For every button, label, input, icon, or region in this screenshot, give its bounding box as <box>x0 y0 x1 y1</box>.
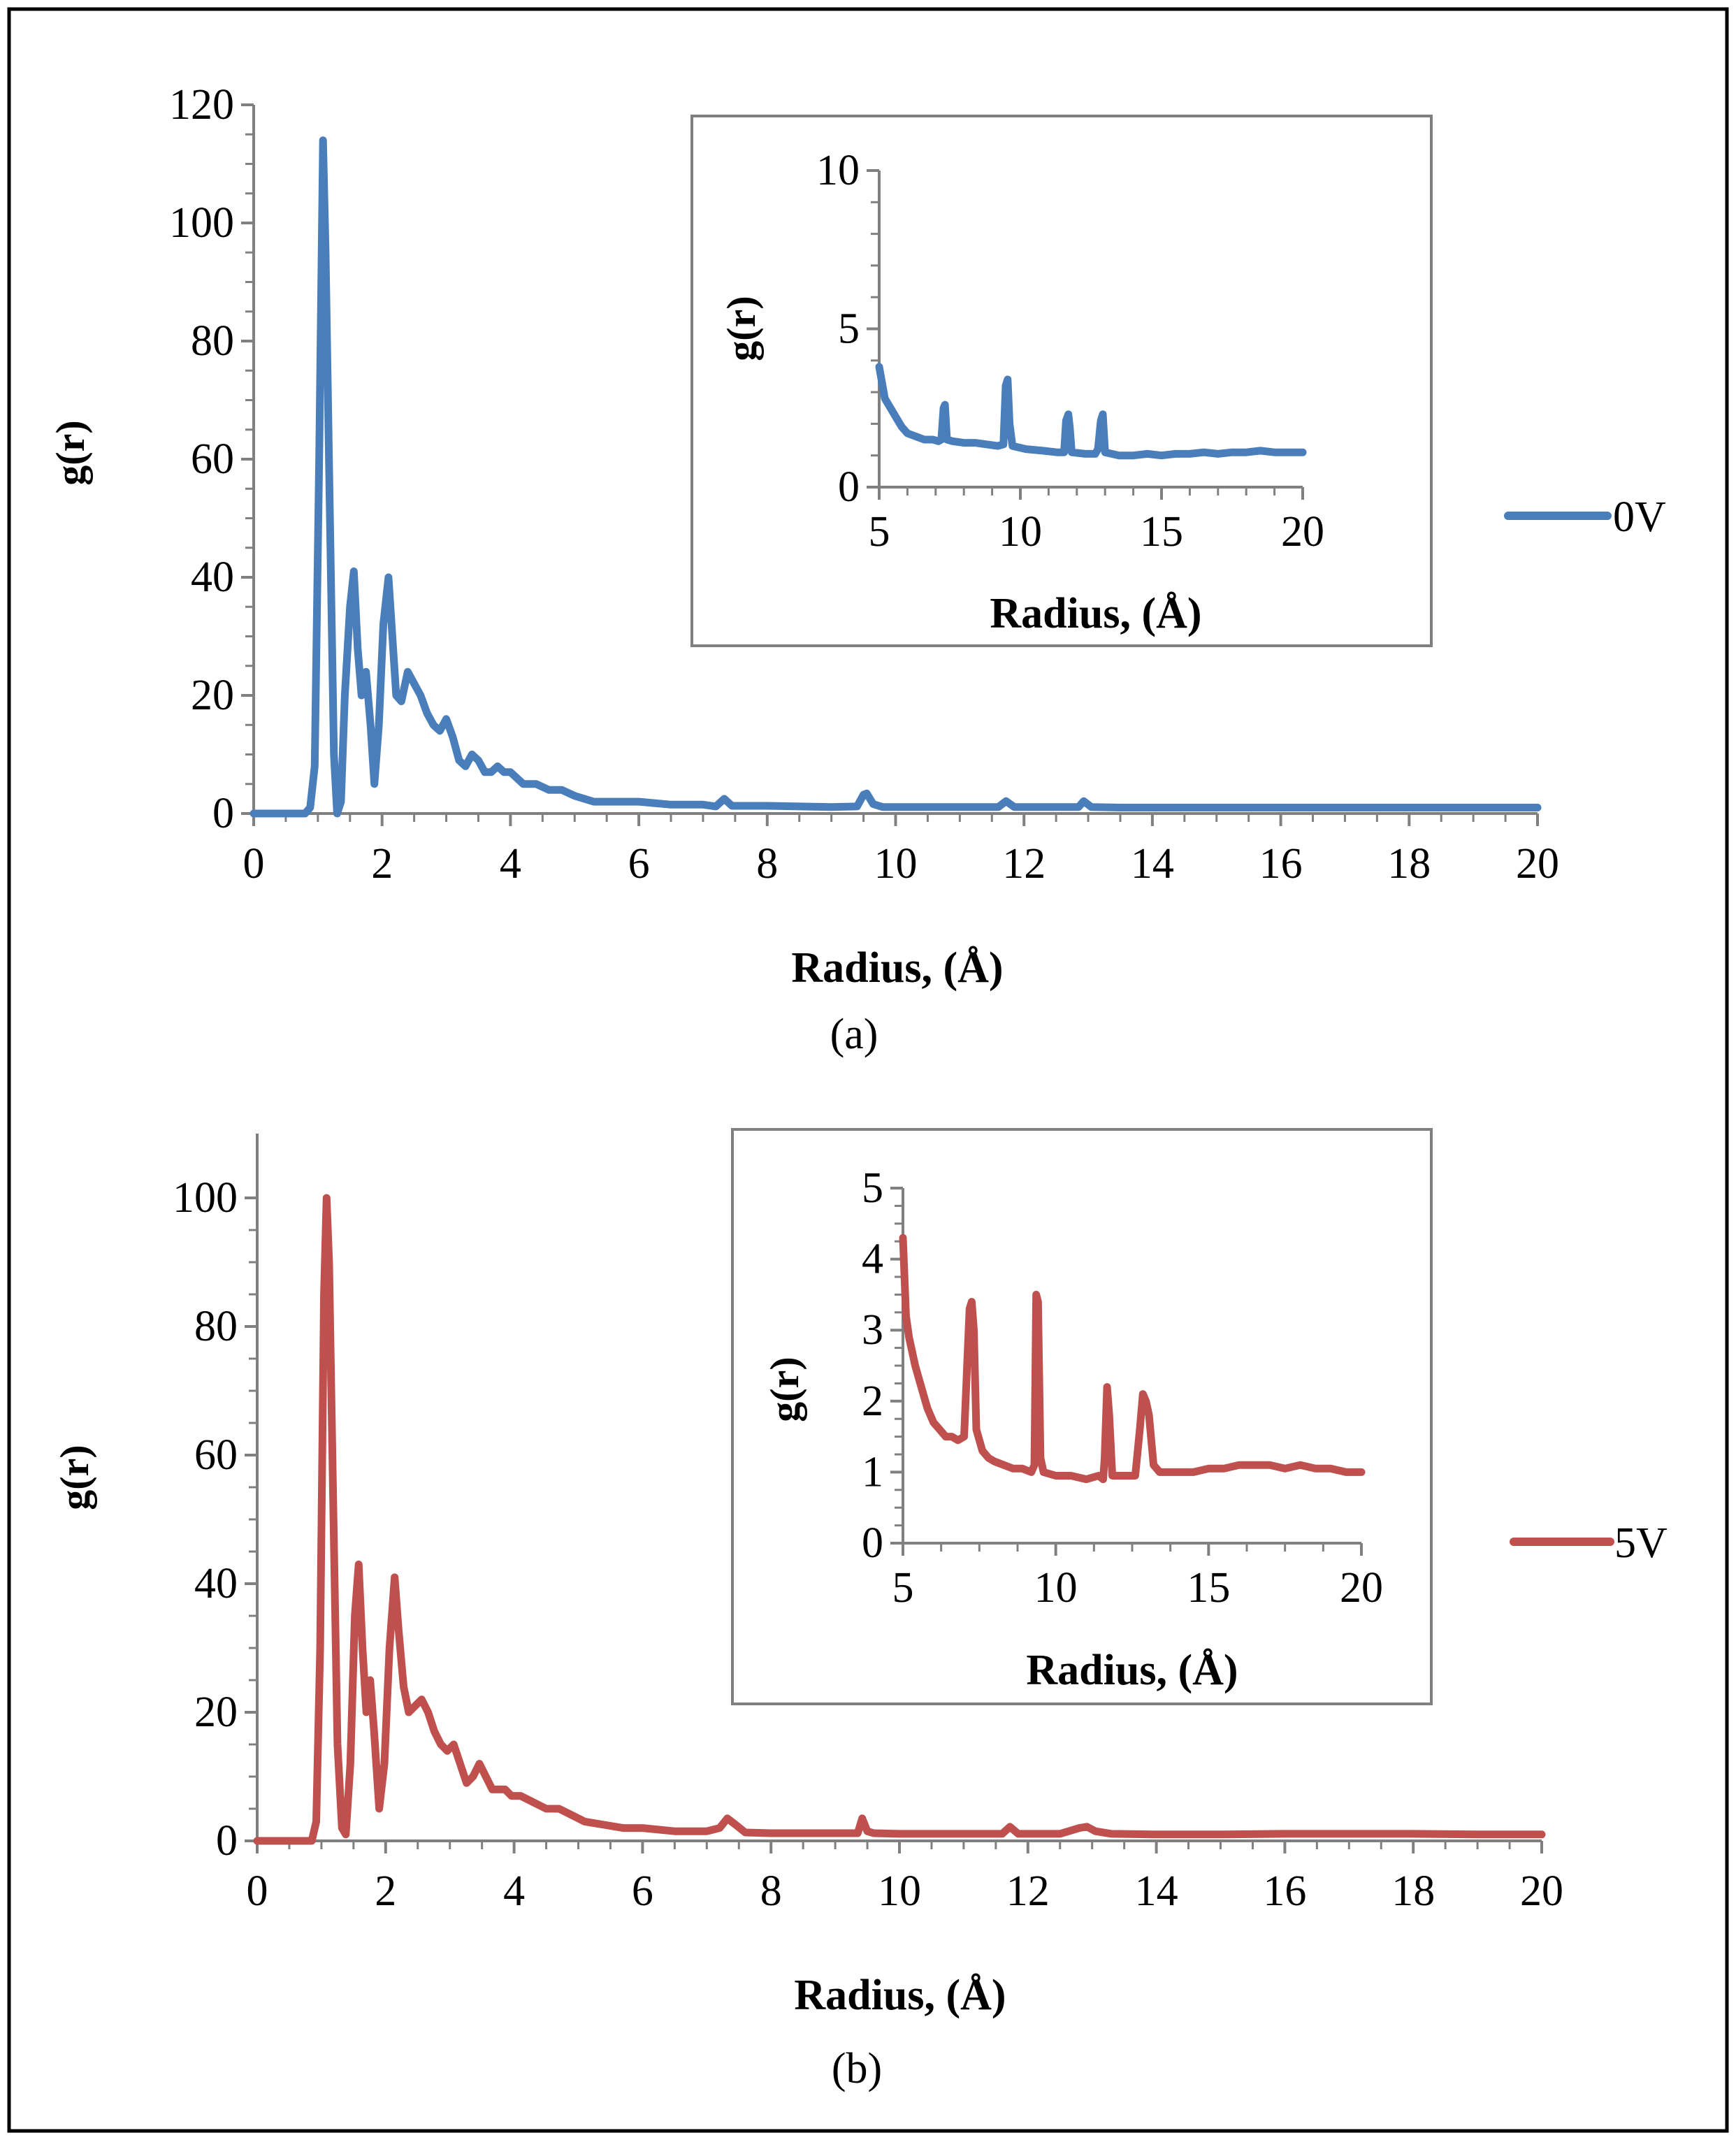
panel-b-inset-y-tick-label: 5 <box>862 1164 883 1212</box>
panel-a-x-tick-label: 10 <box>874 840 918 888</box>
panel-b-inset-x-tick-label: 5 <box>892 1564 914 1612</box>
panel-a-x-tick-label: 12 <box>1002 840 1046 888</box>
legend-label-0V: 0V <box>1613 493 1666 541</box>
panel-b-y-tick-label: 20 <box>194 1689 238 1736</box>
panel-b-x-tick-label: 18 <box>1391 1867 1435 1915</box>
panel-b-inset-x-tick-label: 10 <box>1034 1564 1078 1612</box>
panel-b-x-tick-label: 8 <box>760 1867 782 1915</box>
panel-a-x-tick-label: 18 <box>1387 840 1431 888</box>
panel-a-inset-x-tick-label: 15 <box>1140 508 1183 556</box>
panel-a-x-tick-label: 16 <box>1259 840 1303 888</box>
panel-a-y-tick-label: 40 <box>191 554 234 601</box>
panel-a-x-tick-label: 20 <box>1516 840 1559 888</box>
panel-b-inset-x-tick-label: 15 <box>1187 1564 1230 1612</box>
panel-a-y-tick-label: 20 <box>191 672 234 719</box>
panel-b-inset-series-line <box>899 1234 1366 1484</box>
panel-a-inset-series-line <box>875 363 1307 460</box>
panel-b-inset-y-tick-label: 0 <box>862 1519 883 1567</box>
panel-a-inset-x-axis-label: Radius, (Å) <box>990 590 1201 637</box>
panel-a-inset-x-tick-label: 10 <box>999 508 1042 556</box>
panel-a-y-tick-label: 120 <box>169 81 234 129</box>
panel-b-y-tick-label: 0 <box>216 1817 238 1865</box>
panel-a-x-tick-label: 0 <box>243 840 265 888</box>
panel-b-y-tick-label: 80 <box>194 1303 238 1350</box>
panel-a-legend: 0V <box>1504 493 1666 541</box>
panel-b-inset-x-tick-label: 20 <box>1340 1564 1383 1612</box>
panel-b-x-tick-label: 6 <box>632 1867 653 1915</box>
panel-b-inset-y-tick-label: 1 <box>862 1448 883 1496</box>
panel-b-x-tick-label: 0 <box>247 1867 268 1915</box>
panel-b-x-tick-label: 16 <box>1263 1867 1306 1915</box>
panel-b-y-tick-label: 40 <box>194 1560 238 1607</box>
panel-a-x-tick-label: 4 <box>500 840 521 888</box>
panel-b-series-5V-line <box>253 1194 1546 1845</box>
panel-b-inset-y-tick-label: 4 <box>862 1236 883 1283</box>
panel-b-inset-y-tick-label: 2 <box>862 1378 883 1425</box>
panel-b-x-tick-label: 12 <box>1006 1867 1050 1915</box>
panel-b-caption: (b) <box>832 2045 882 2092</box>
panel-a-inset-y-tick-label: 5 <box>838 305 860 353</box>
panel-a-y-tick-label: 100 <box>169 199 234 247</box>
panel-b-x-tick-label: 4 <box>503 1867 525 1915</box>
panel-b-x-tick-label: 20 <box>1520 1867 1563 1915</box>
panel-a-inset-y-tick-label: 0 <box>838 463 860 511</box>
panel-b-inset-axes: 5 10 15 20 0 1 2 3 4 5 <box>862 1164 1383 1612</box>
panel-b-x-tick-label: 14 <box>1135 1867 1178 1915</box>
panel-a-x-tick-label: 2 <box>371 840 393 888</box>
panel-a-inset-y-axis-label: g(r) <box>718 296 764 361</box>
panel-a-inset-x-tick-label: 20 <box>1281 508 1324 556</box>
panel-a-y-tick-label: 80 <box>191 317 234 365</box>
panel-a-x-tick-label: 6 <box>628 840 650 888</box>
panel-a-y-tick-label: 0 <box>212 790 234 837</box>
panel-b-x-tick-label: 2 <box>375 1867 396 1915</box>
panel-b-y-axis-label: g(r) <box>52 1445 97 1510</box>
panel-b-y-tick-label: 100 <box>173 1174 238 1222</box>
panel-b-inset-x-axis-label: Radius, (Å) <box>1026 1647 1238 1694</box>
panel-a-x-axis-label: Radius, (Å) <box>791 944 1003 992</box>
panel-a-y-axis-label: g(r) <box>48 420 93 485</box>
panel-b-legend: 5V <box>1510 1519 1668 1567</box>
panel-a-inset-y-tick-label: 10 <box>816 147 860 194</box>
panel-a-series-0V-line <box>249 136 1542 818</box>
panel-b-inset-y-axis-label: g(r) <box>762 1357 807 1422</box>
panel-b-x-axis-label: Radius, (Å) <box>794 1972 1006 2019</box>
panel-a-inset-x-tick-label: 5 <box>869 508 890 556</box>
panel-b-inset-y-tick-label: 3 <box>862 1306 883 1354</box>
legend-label-5V: 5V <box>1614 1519 1668 1567</box>
panel-a-caption: (a) <box>830 1011 878 1058</box>
panel-a-inset-frame <box>690 115 1433 647</box>
panel-a-y-tick-label: 60 <box>191 435 234 483</box>
panel-b-y-tick-label: 60 <box>194 1431 238 1479</box>
panel-a-x-tick-label: 8 <box>756 840 778 888</box>
panel-a-x-tick-label: 14 <box>1131 840 1174 888</box>
panel-b-inset: 5 10 15 20 0 1 2 3 4 5 g(r) Radius, (Å) <box>731 1128 1433 1705</box>
panel-b-x-tick-label: 10 <box>878 1867 921 1915</box>
panel-b-inset-frame <box>731 1128 1433 1705</box>
